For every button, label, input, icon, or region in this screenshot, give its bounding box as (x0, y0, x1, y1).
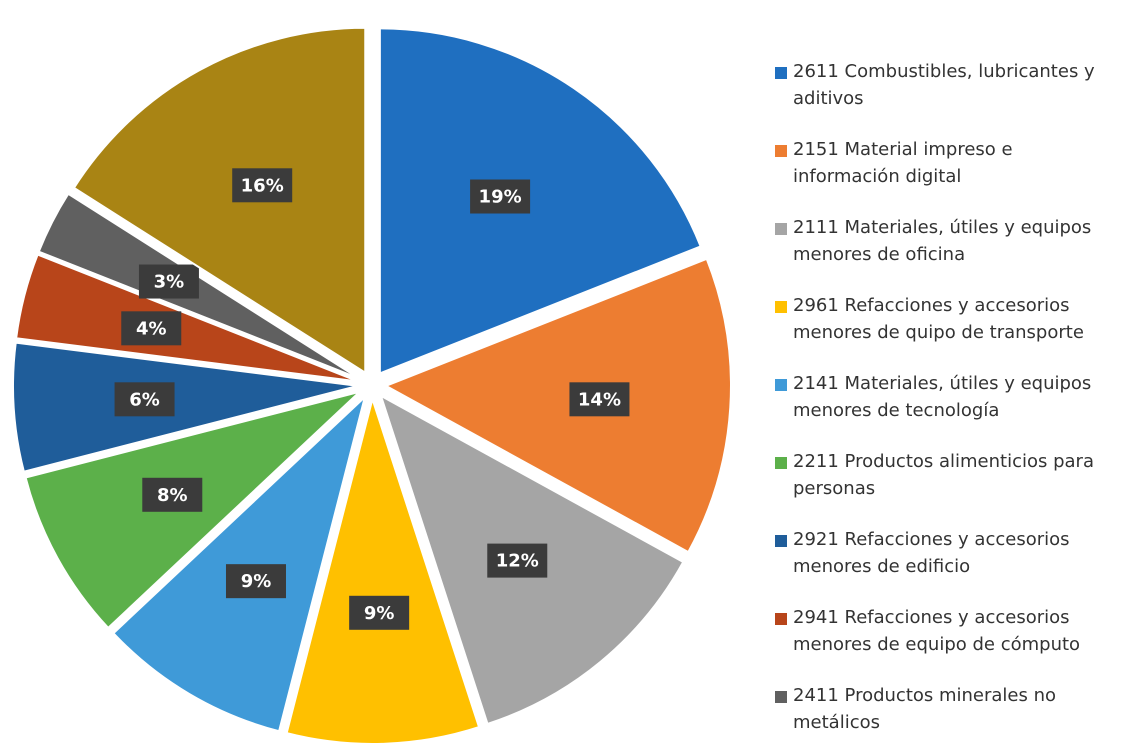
label-box (569, 382, 630, 417)
legend-label: 2151 Material impreso e información digi… (793, 139, 1013, 187)
legend-swatch (775, 223, 787, 235)
label-box (487, 543, 548, 578)
legend-swatch (775, 535, 787, 547)
label-box (138, 264, 199, 299)
data-label: 16% (241, 175, 284, 196)
slice (15, 253, 359, 383)
data-label: 9% (241, 571, 272, 592)
data-label: 19% (479, 187, 522, 208)
legend-item: 2921 Refacciones y accesorios menores de… (775, 526, 1125, 604)
legend-label: 2611 Combustibles, lubricantes y aditivo… (793, 61, 1095, 109)
legend-label: 2941 Refacciones y accesorios menores de… (793, 607, 1081, 655)
label-box (349, 595, 410, 630)
legend-swatch (775, 457, 787, 469)
legend-label: 2111 Materiales, útiles y equipos menore… (793, 217, 1092, 265)
label-box (114, 382, 175, 417)
legend-swatch (775, 145, 787, 157)
legend-label: 2411 Productos minerales no metálicos (793, 685, 1057, 733)
slice (285, 395, 481, 745)
legend-swatch (775, 301, 787, 313)
legend-label: 2211 Productos alimenticios para persona… (793, 451, 1094, 499)
label-box (225, 564, 286, 599)
legend-item: 2111 Materiales, útiles y equipos menore… (775, 214, 1125, 292)
legend-swatch (775, 691, 787, 703)
legend: 2611 Combustibles, lubricantes y aditivo… (775, 58, 1125, 752)
legend-item: 2151 Material impreso e información digi… (775, 136, 1125, 214)
slice (378, 27, 702, 375)
legend-item: 2411 Productos minerales no metálicos (775, 682, 1125, 752)
pie-area: 19% 14% 12% 9% 9% 8% 6% 4% 3% 16% (12, 26, 732, 745)
data-label: 3% (154, 272, 185, 293)
legend-swatch (775, 613, 787, 625)
slice (37, 192, 361, 380)
legend-item: 2611 Combustibles, lubricantes y aditivo… (775, 58, 1125, 136)
legend-label: 2141 Materiales, útiles y equipos menore… (793, 373, 1092, 421)
slice (111, 393, 367, 733)
legend-label: 2961 Refacciones y accesorios menores de… (793, 295, 1084, 343)
slice (383, 257, 732, 554)
label-box (470, 179, 531, 214)
slice (12, 341, 359, 473)
label-box (142, 477, 203, 512)
data-label: 14% (578, 389, 621, 410)
slice (72, 26, 367, 375)
legend-item: 2941 Refacciones y accesorios menores de… (775, 604, 1125, 682)
label-box (121, 311, 182, 346)
data-label: 9% (364, 603, 395, 624)
legend-swatch (775, 67, 787, 79)
legend-item: 2211 Productos alimenticios para persona… (775, 448, 1125, 526)
legend-item: 2961 Refacciones y accesorios menores de… (775, 292, 1125, 370)
data-label: 4% (136, 318, 167, 339)
legend-label: 2921 Refacciones y accesorios menores de… (793, 529, 1070, 577)
data-label: 12% (496, 551, 539, 572)
label-box (232, 168, 293, 203)
data-label: 6% (129, 389, 160, 410)
legend-item: 2141 Materiales, útiles y equipos menore… (775, 370, 1125, 448)
data-label: 8% (157, 485, 188, 506)
legend-swatch (775, 379, 787, 391)
